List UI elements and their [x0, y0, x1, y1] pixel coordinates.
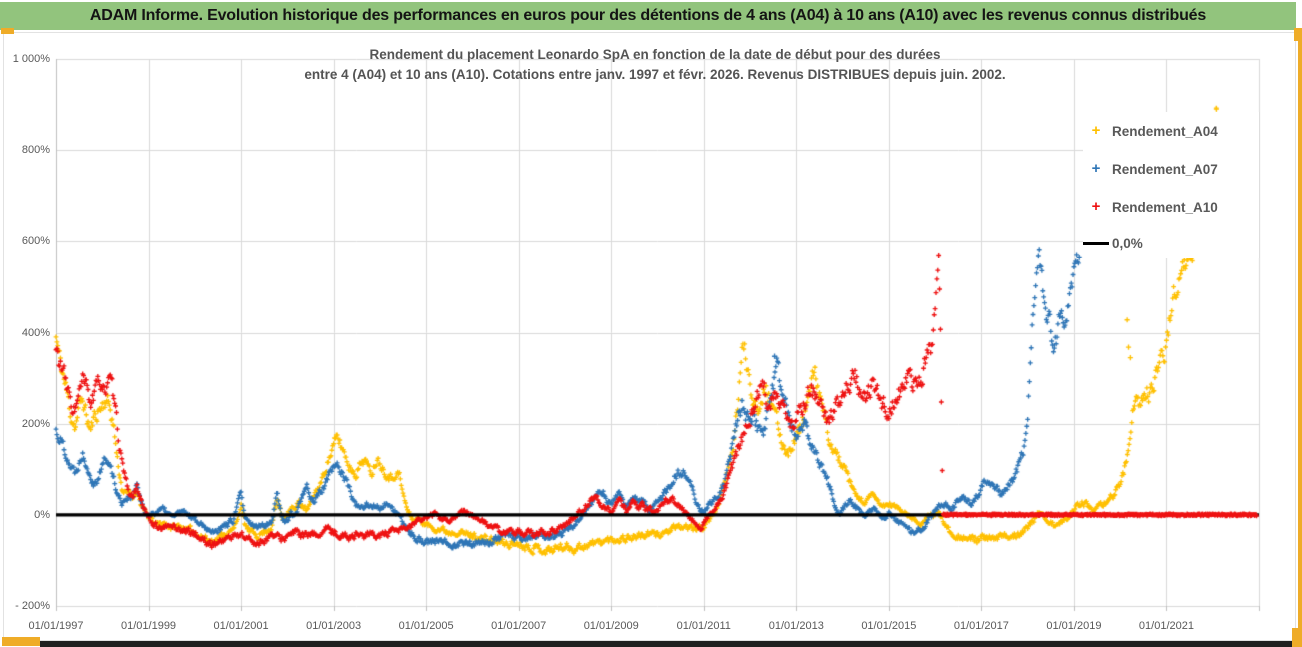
- gold-edge-right: [1298, 40, 1302, 647]
- zero-line-swatch: [1083, 241, 1109, 245]
- x-tick-label: 01/01/1999: [121, 620, 177, 632]
- y-tick-label: 600%: [21, 235, 50, 248]
- y-tick-label: 800%: [21, 144, 50, 157]
- plus-marker-icon: +: [1091, 198, 1101, 215]
- x-tick-label: 01/01/2009: [583, 620, 639, 632]
- y-tick-label: - 200%: [15, 600, 50, 612]
- x-tick-label: 01/01/2003: [306, 620, 362, 632]
- legend: + Rendement_A04 + Rendement_A07 + Rendem…: [1083, 112, 1259, 258]
- legend-item-zero-line: 0,0%: [1083, 232, 1259, 254]
- legend-item-a10: + Rendement_A10: [1083, 196, 1259, 218]
- gold-accent-bottom-left: [2, 637, 40, 646]
- bottom-bar: [40, 641, 1292, 647]
- plus-marker-icon: +: [1091, 160, 1101, 177]
- x-tick-label: 01/01/2019: [1046, 620, 1102, 632]
- legend-label: 0,0%: [1112, 235, 1143, 251]
- y-tick-label: 400%: [21, 326, 50, 339]
- x-tick-label: 01/01/2017: [953, 620, 1009, 632]
- legend-label: Rendement_A04: [1112, 123, 1218, 139]
- gold-accent-top-right: [1294, 28, 1302, 41]
- x-tick-label: 01/01/2007: [491, 620, 547, 632]
- legend-label: Rendement_A07: [1112, 161, 1218, 177]
- x-tick-label: 01/01/2001: [213, 620, 269, 632]
- y-tick-label: 200%: [21, 417, 50, 430]
- legend-item-a07: + Rendement_A07: [1083, 158, 1259, 180]
- y-tick-label: 0%: [34, 508, 50, 521]
- plus-marker-icon: +: [1091, 122, 1101, 139]
- x-tick-label: 01/01/2013: [768, 620, 824, 632]
- x-tick-label: 01/01/2015: [861, 620, 917, 632]
- legend-item-a04: + Rendement_A04: [1083, 120, 1259, 142]
- x-tick-label: 01/01/1997: [28, 620, 84, 632]
- legend-label: Rendement_A10: [1112, 199, 1218, 215]
- chart-title: Rendement du placement Leonardo SpA en f…: [300, 45, 1010, 85]
- gold-accent-bottom-right: [1292, 628, 1302, 647]
- y-tick-label: 1 000%: [12, 53, 50, 65]
- x-tick-label: 01/01/2005: [398, 620, 454, 632]
- chart-title-line2: entre 4 (A04) et 10 ans (A10). Cotations…: [304, 67, 1006, 82]
- x-tick-label: 01/01/2011: [676, 620, 731, 632]
- x-tick-label: 01/01/2021: [1138, 620, 1194, 632]
- gold-accent-top-left: [1, 28, 14, 34]
- chart-title-line1: Rendement du placement Leonardo SpA en f…: [369, 47, 941, 62]
